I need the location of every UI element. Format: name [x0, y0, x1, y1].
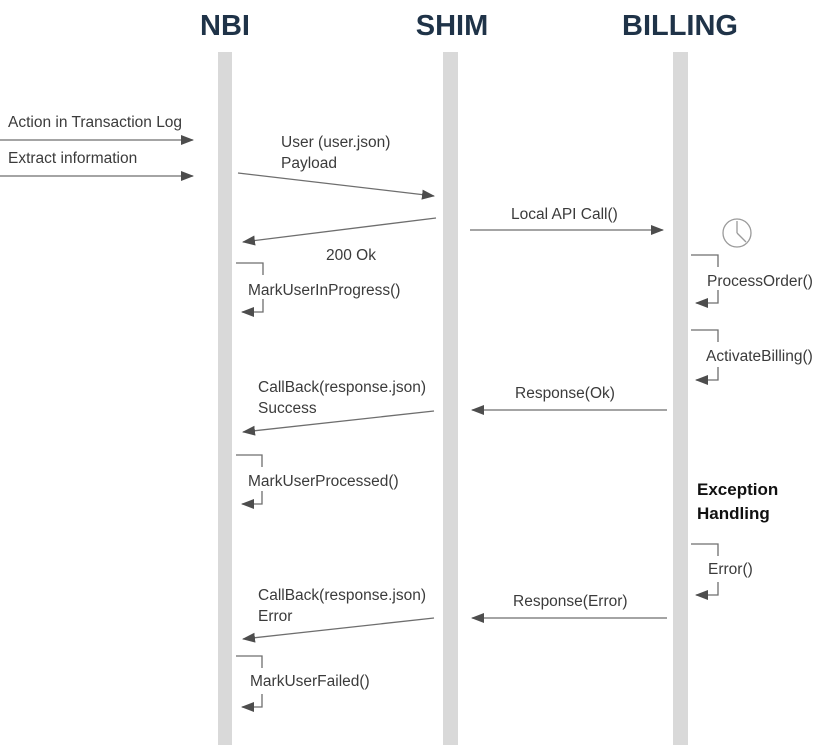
note-exception-handling-line1: Exception — [697, 480, 779, 499]
msg-label-extract-information: Extract information — [8, 150, 138, 167]
arrow-callback-error — [242, 617, 435, 643]
msg-label-mark-user-processed: MarkUserProcessed() — [248, 473, 399, 490]
actor-title-shim: SHIM — [415, 10, 489, 42]
msg-label-callback-success-line2: Success — [258, 400, 317, 417]
actor-title-nbi: NBI — [200, 10, 250, 42]
msg-label-user-payload: User (user.json) Payload — [281, 132, 390, 174]
msg-label-callback-error-line1: CallBack(response.json) — [258, 587, 426, 604]
self-call-activate-billing — [691, 329, 719, 385]
note-exception-handling: Exception Handling — [697, 478, 778, 526]
msg-label-response-error: Response(Error) — [513, 593, 628, 610]
msg-label-callback-error: CallBack(response.json) Error — [258, 585, 426, 627]
arrow-callback-success — [242, 410, 435, 436]
arrow-200-ok — [242, 217, 437, 246]
msg-label-callback-success: CallBack(response.json) Success — [258, 377, 426, 419]
msg-label-callback-error-line2: Error — [258, 608, 293, 625]
msg-label-local-api-call: Local API Call() — [511, 206, 618, 223]
self-call-process-order — [691, 254, 719, 308]
note-exception-handling-line2: Handling — [697, 504, 770, 523]
msg-label-user-payload-line1: User (user.json) — [281, 134, 391, 151]
arrow-user-payload — [237, 172, 435, 200]
actor-title-billing: BILLING — [622, 10, 738, 42]
msg-label-mark-user-failed: MarkUserFailed() — [250, 673, 370, 690]
msg-label-callback-success-line1: CallBack(response.json) — [258, 379, 426, 396]
lifeline-shim — [443, 52, 458, 745]
self-call-mark-user-failed — [236, 655, 263, 712]
lifeline-nbi — [218, 52, 232, 745]
msg-label-process-order: ProcessOrder() — [707, 273, 813, 290]
msg-label-response-ok: Response(Ok) — [515, 385, 615, 402]
self-call-error — [691, 543, 719, 600]
msg-label-200-ok: 200 Ok — [326, 247, 376, 264]
msg-label-mark-user-in-progress: MarkUserInProgress() — [248, 282, 401, 299]
clock-icon — [722, 218, 752, 248]
lifeline-billing — [673, 52, 688, 745]
self-call-mark-user-in-progress — [236, 262, 264, 317]
msg-label-error-call: Error() — [708, 561, 753, 578]
msg-label-action-in-transaction-log: Action in Transaction Log — [8, 114, 183, 131]
self-call-mark-user-processed — [236, 454, 263, 509]
msg-label-user-payload-line2: Payload — [281, 155, 338, 172]
msg-label-activate-billing: ActivateBilling() — [706, 348, 813, 365]
